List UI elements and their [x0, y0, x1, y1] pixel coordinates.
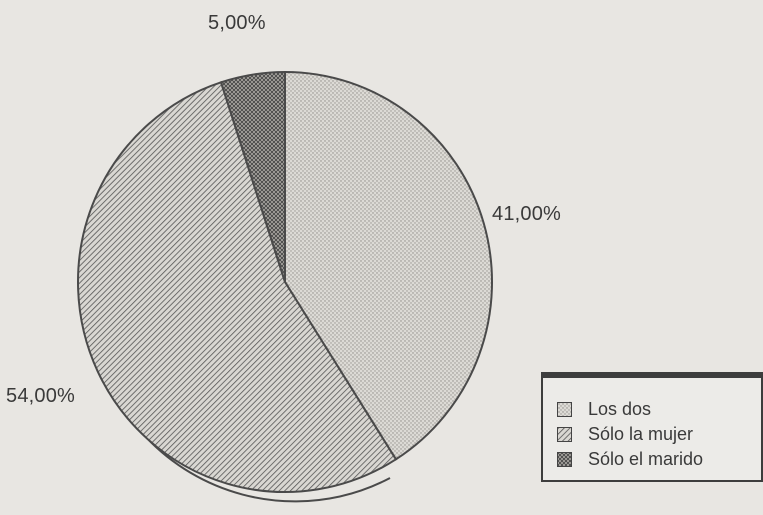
legend: Los dos Sólo la mujer Sólo el marido — [541, 372, 763, 482]
legend-swatch-sólo-la-mujer — [557, 426, 572, 442]
legend-label-sólo-la-mujer: Sólo la mujer — [588, 423, 694, 444]
pie-slice-sólo-la-mujer — [77, 81, 398, 493]
slice-label-sólo-la-mujer: 54,00% — [6, 385, 76, 407]
legend-label-sólo-el-marido: Sólo el marido — [588, 448, 704, 469]
legend-item-sólo-el-marido: Sólo el marido — [557, 448, 703, 470]
slice-label-sólo-el-marido: 5,00% — [208, 12, 266, 34]
legend-swatch-sólo-el-marido — [557, 451, 572, 467]
legend-item-los-dos: Los dos — [557, 398, 651, 420]
pie-slice-sólo-el-marido — [219, 70, 286, 283]
legend-item-sólo-la-mujer: Sólo la mujer — [557, 423, 693, 445]
legend-label-los-dos: Los dos — [588, 398, 652, 419]
legend-swatch-los-dos — [557, 401, 572, 417]
slice-label-los-dos: 41,00% — [492, 203, 562, 225]
pie-slice-los-dos — [284, 70, 493, 461]
